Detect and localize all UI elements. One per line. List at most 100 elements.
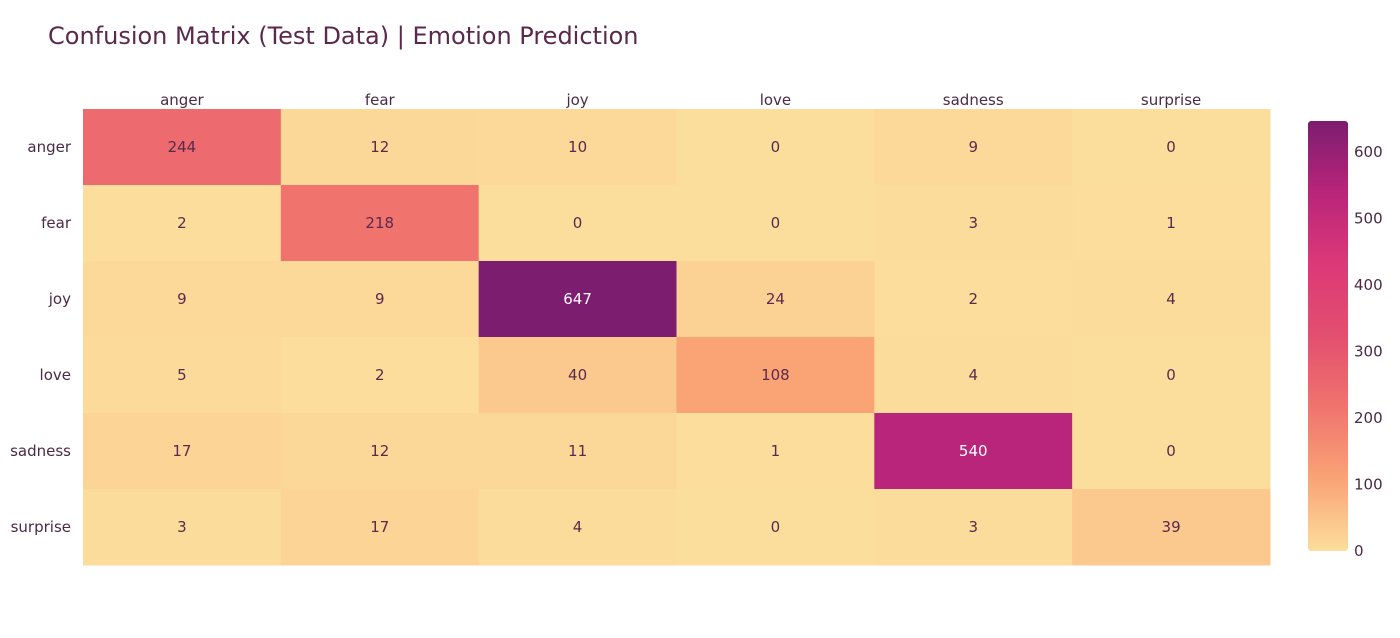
cell-value-label: 540 [959, 442, 988, 460]
heatmap-cell-sadness-fear [280, 413, 480, 490]
heatmap-cell-joy-joy [478, 261, 677, 338]
cell-value-label: 2 [968, 290, 978, 308]
heatmap-cell-love-sadness [874, 337, 1073, 414]
cell-value-label: 9 [177, 290, 187, 308]
colorbar-tick-label: 600 [1354, 143, 1383, 161]
heatmap-cell-love-love [676, 337, 875, 414]
cell-value-label: 17 [370, 518, 389, 536]
cell-value-label: 1 [1166, 214, 1176, 232]
colorbar-tick-label: 300 [1354, 343, 1383, 361]
cell-value-label: 12 [370, 138, 389, 156]
heatmap-cell-anger-anger [83, 109, 282, 186]
cell-value-label: 11 [568, 442, 587, 460]
heatmap-cell-surprise-love [676, 489, 875, 566]
heatmap-cell-surprise-fear [280, 489, 480, 566]
cell-value-label: 3 [968, 518, 978, 536]
heatmap-cell-anger-love [676, 109, 875, 186]
colorbar-tick-label: 500 [1354, 210, 1383, 228]
colorbar-tick-label: 400 [1354, 276, 1383, 294]
heatmap-cell-love-fear [280, 337, 480, 414]
cell-value-label: 12 [370, 442, 389, 460]
cell-value-label: 17 [172, 442, 191, 460]
heatmap-cell-sadness-joy [478, 413, 677, 490]
heatmap-cell-sadness-anger [83, 413, 282, 490]
cell-value-label: 40 [568, 366, 587, 384]
heatmap-cell-anger-sadness [874, 109, 1073, 186]
cell-value-label: 10 [568, 138, 587, 156]
heatmap-cell-love-anger [83, 337, 282, 414]
x-tick-label: love [760, 91, 791, 109]
heatmap-cell-love-joy [478, 337, 677, 414]
heatmap-cell-fear-sadness [874, 185, 1073, 262]
cell-value-label: 4 [968, 366, 978, 384]
x-tick-label: surprise [1141, 91, 1201, 109]
cell-value-label: 0 [771, 518, 781, 536]
heatmap-cell-sadness-sadness [874, 413, 1073, 490]
heatmap-cells [83, 109, 1271, 566]
y-tick-label: fear [41, 214, 72, 232]
y-axis-ticks: anger fear joy love sadness surprise [10, 138, 72, 536]
y-tick-label: sadness [10, 442, 71, 460]
cell-value-label: 24 [766, 290, 785, 308]
y-tick-label: joy [48, 290, 71, 308]
colorbar [1308, 121, 1348, 551]
chart-title: Confusion Matrix (Test Data) | Emotion P… [48, 22, 639, 50]
colorbar-tick-label: 100 [1354, 476, 1383, 494]
heatmap-cell-surprise-sadness [874, 489, 1073, 566]
y-tick-label: anger [27, 138, 71, 156]
heatmap-cell-anger-joy [478, 109, 677, 186]
heatmap-cell-sadness-surprise [1072, 413, 1271, 490]
heatmap-cell-joy-sadness [874, 261, 1073, 338]
cell-value-label: 218 [365, 214, 394, 232]
cell-value-label: 108 [761, 366, 790, 384]
cell-value-label: 5 [177, 366, 187, 384]
cell-value-label: 9 [375, 290, 385, 308]
x-tick-label: sadness [943, 91, 1004, 109]
x-tick-label: anger [160, 91, 204, 109]
y-tick-label: surprise [11, 518, 71, 536]
heatmap-cell-labels: 244 12 10 0 9 02 218 0 0 3 19 9 647 24 2 45 2 40 108 4 017 12… [168, 138, 1181, 536]
y-tick-label: love [40, 366, 71, 384]
cell-value-label: 9 [968, 138, 978, 156]
heatmap-cell-anger-surprise [1072, 109, 1271, 186]
heatmap-cell-anger-fear [280, 109, 480, 186]
heatmap-cell-fear-anger [83, 185, 282, 262]
cell-value-label: 4 [573, 518, 583, 536]
cell-value-label: 3 [968, 214, 978, 232]
heatmap-cell-fear-joy [478, 185, 677, 262]
cell-value-label: 39 [1162, 518, 1181, 536]
colorbar-ticks: 0 100 200 300 400 500 600 [1354, 143, 1383, 560]
cell-value-label: 4 [1166, 290, 1176, 308]
cell-value-label: 3 [177, 518, 187, 536]
heatmap-cell-love-surprise [1072, 337, 1271, 414]
cell-value-label: 2 [177, 214, 187, 232]
heatmap-cell-joy-surprise [1072, 261, 1271, 338]
heatmap-cell-joy-love [676, 261, 875, 338]
cell-value-label: 2 [375, 366, 385, 384]
heatmap-cell-joy-fear [280, 261, 480, 338]
heatmap-cell-joy-anger [83, 261, 282, 338]
heatmap-cell-fear-surprise [1072, 185, 1271, 262]
x-tick-label: fear [365, 91, 396, 109]
cell-value-label: 0 [1166, 138, 1176, 156]
cell-value-label: 647 [563, 290, 592, 308]
heatmap-cell-sadness-love [676, 413, 875, 490]
cell-value-label: 1 [771, 442, 781, 460]
cell-value-label: 0 [1166, 442, 1176, 460]
x-tick-label: joy [565, 91, 588, 109]
heatmap-cell-surprise-anger [83, 489, 282, 566]
colorbar-scale [1308, 121, 1348, 551]
colorbar-tick-label: 200 [1354, 409, 1383, 427]
heatmap-cell-surprise-joy [478, 489, 677, 566]
cell-value-label: 0 [771, 214, 781, 232]
heatmap-cell-surprise-surprise [1072, 489, 1271, 566]
cell-value-label: 0 [1166, 366, 1176, 384]
x-axis-ticks: anger fear joy love sadness surprise [160, 91, 1201, 109]
heatmap-cell-fear-love [676, 185, 875, 262]
heatmap-cell-fear-fear [280, 185, 480, 262]
cell-value-label: 244 [168, 138, 197, 156]
colorbar-tick-label: 0 [1354, 542, 1364, 560]
cell-value-label: 0 [573, 214, 583, 232]
cell-value-label: 0 [771, 138, 781, 156]
